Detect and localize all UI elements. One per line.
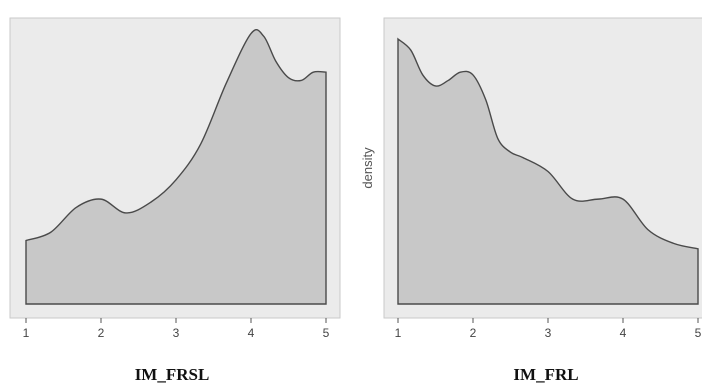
x-tick-label: 5 [323,326,330,340]
x-axis: 1 2 3 4 5 [23,318,330,340]
chart-title: IM_FRSL [135,365,210,384]
chart-panel-right: 1 2 3 4 5 density IM_FRL [360,17,702,384]
density-area [397,37,699,305]
density-area [25,29,327,305]
chart-title: IM_FRL [513,365,578,384]
x-tick-label: 3 [545,326,552,340]
x-axis: 1 2 3 4 5 [395,318,702,340]
x-tick-label: 2 [470,326,477,340]
x-tick-label: 2 [98,326,105,340]
y-axis-label: density [360,147,375,189]
x-tick-label: 1 [23,326,30,340]
x-tick-label: 3 [173,326,180,340]
x-tick-label: 5 [695,326,702,340]
x-tick-label: 4 [620,326,627,340]
x-tick-label: 1 [395,326,402,340]
chart-panel-left: 1 2 3 4 5 IM_FRSL [9,17,341,384]
x-tick-label: 4 [248,326,255,340]
